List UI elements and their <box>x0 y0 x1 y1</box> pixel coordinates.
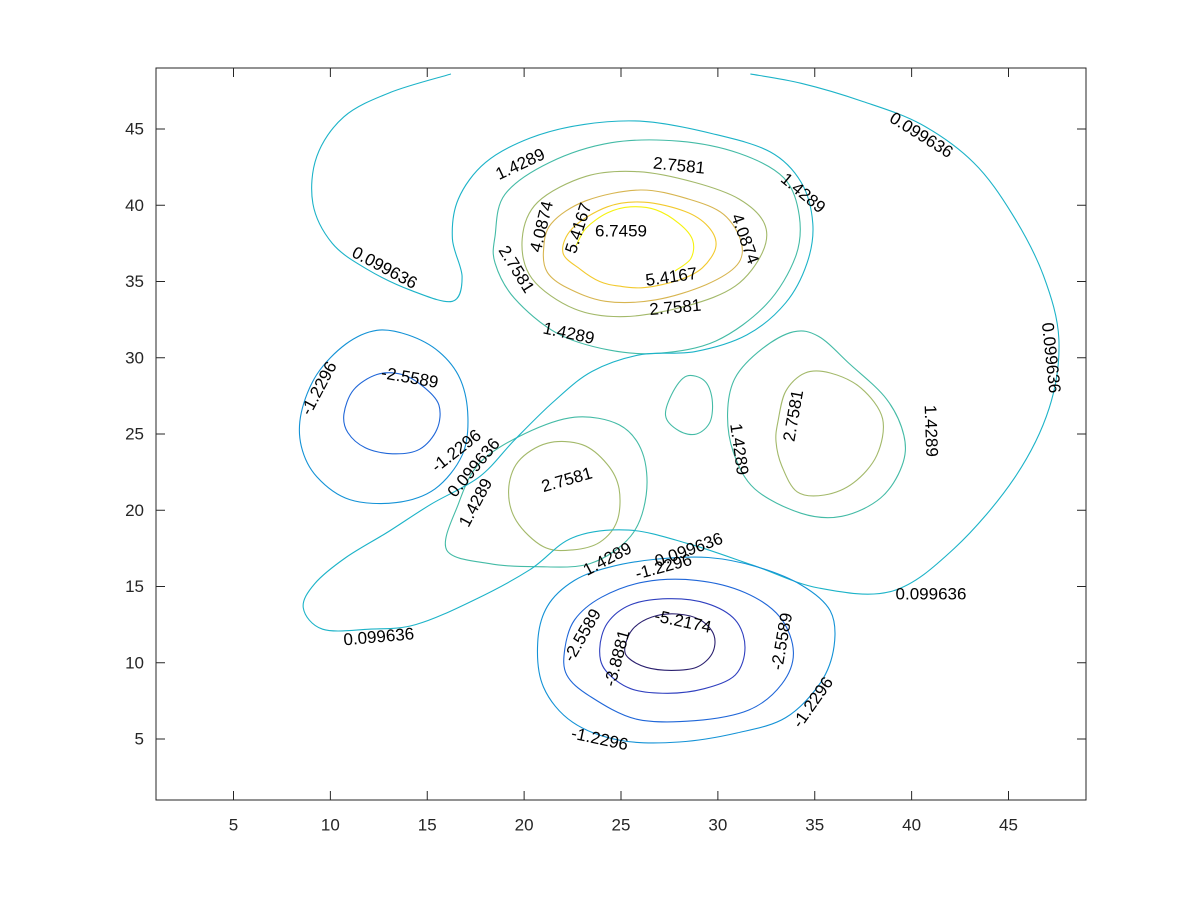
contour-line-11 <box>298 329 469 505</box>
axis-ticks: 5 10 15 20 25 30 35 40 45 5 10 15 20 25 30 35 40 45 <box>125 68 1086 835</box>
x-tick-label-40: 40 <box>902 816 921 835</box>
x-tick-label-10: 10 <box>321 816 340 835</box>
contour-lines <box>298 73 1060 744</box>
contour-line-10 <box>302 73 1060 632</box>
x-tick-label-20: 20 <box>515 816 534 835</box>
contour-line-16 <box>624 613 716 671</box>
contour-line-7 <box>726 330 906 519</box>
x-tick-label-35: 35 <box>805 816 824 835</box>
y-tick-label-40: 40 <box>125 196 144 215</box>
contour-line-14 <box>563 578 794 723</box>
x-tick-label-5: 5 <box>229 816 238 835</box>
contour-line-12 <box>536 556 836 744</box>
contour-line-2 <box>542 189 743 304</box>
y-tick-label-10: 10 <box>125 653 144 672</box>
contour-label-0: 6.7459 <box>595 222 647 241</box>
contour-line-0 <box>575 206 695 272</box>
x-tick-label-15: 15 <box>418 816 437 835</box>
contour-line-8 <box>444 416 648 568</box>
contour-line-9 <box>664 374 714 436</box>
y-tick-label-20: 20 <box>125 501 144 520</box>
plot-area <box>156 68 1086 800</box>
y-tick-label-30: 30 <box>125 348 144 367</box>
y-tick-label-5: 5 <box>135 730 144 749</box>
contour-line-6 <box>492 139 801 355</box>
y-tick-label-25: 25 <box>125 425 144 444</box>
x-tick-label-45: 45 <box>999 816 1018 835</box>
contour-line-15 <box>599 598 746 694</box>
contour-line-3 <box>521 170 768 318</box>
contour-line-13 <box>343 372 441 455</box>
contour-label-22: 0.099636 <box>896 585 967 604</box>
contour-label-14: 1.4289 <box>921 405 942 458</box>
contour-label-7: 2.7581 <box>649 296 702 319</box>
x-tick-label-30: 30 <box>708 816 727 835</box>
contour-line-5 <box>508 440 621 552</box>
contour-line-1 <box>562 201 717 289</box>
y-tick-label-15: 15 <box>125 577 144 596</box>
y-tick-label-45: 45 <box>125 120 144 139</box>
y-tick-label-35: 35 <box>125 272 144 291</box>
x-tick-label-25: 25 <box>612 816 631 835</box>
contour-line-4 <box>775 370 884 497</box>
